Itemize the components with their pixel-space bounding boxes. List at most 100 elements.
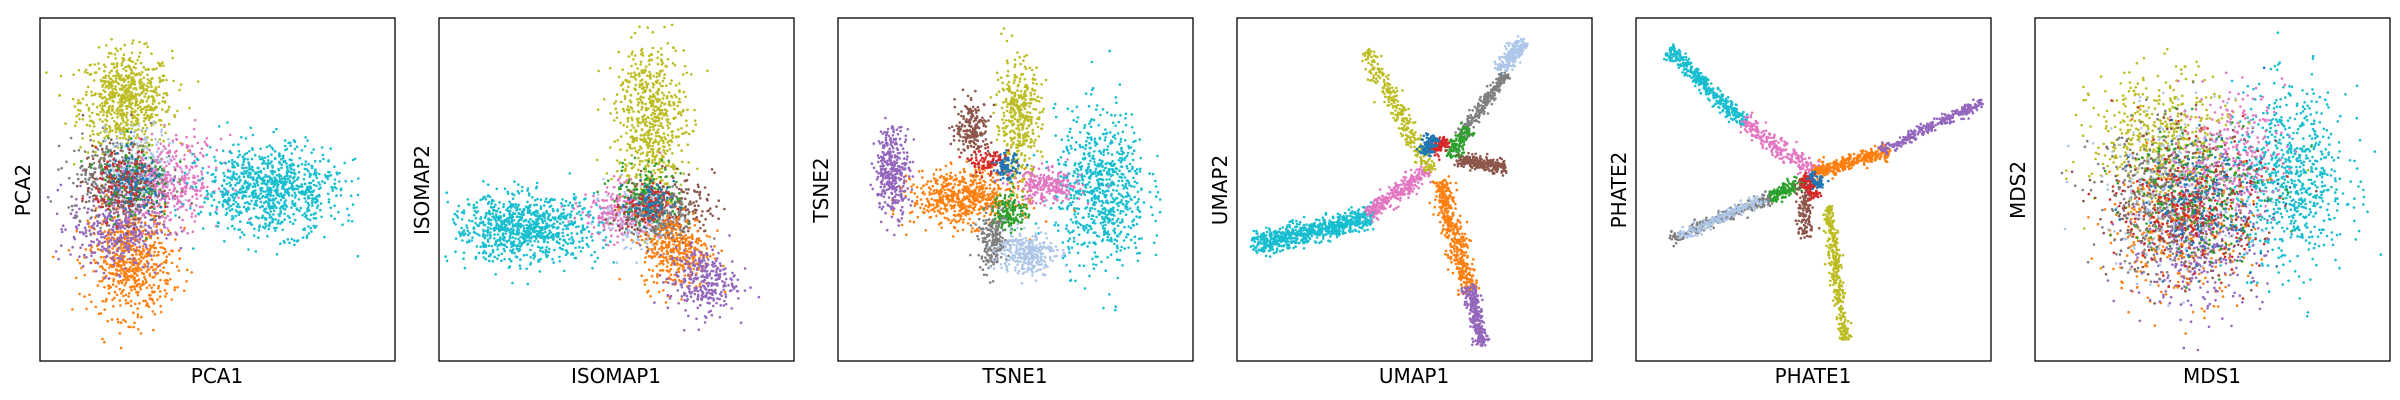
scatter-point	[138, 81, 142, 85]
scatter-point	[110, 272, 113, 276]
scatter-point	[109, 92, 112, 95]
scatter-point	[206, 197, 210, 200]
scatter-point	[150, 192, 154, 195]
scatter-point	[264, 210, 268, 214]
scatter-point	[145, 259, 149, 263]
scatter-point	[561, 234, 565, 238]
scatter-point	[511, 281, 514, 285]
scatter-point	[92, 240, 95, 244]
scatter-point	[590, 235, 593, 239]
scatter-point	[295, 207, 299, 210]
scatter-point	[153, 240, 157, 244]
scatter-point	[289, 166, 292, 170]
scatter-point	[462, 234, 466, 237]
scatter-point	[154, 192, 157, 196]
scatter-point	[290, 152, 294, 155]
scatter-point	[196, 141, 200, 145]
scatter-point	[136, 103, 140, 107]
scatter-point	[141, 176, 145, 180]
scatter-point	[119, 122, 123, 125]
scatter-point	[176, 109, 179, 113]
scatter-point	[166, 227, 169, 230]
scatter-point	[244, 171, 248, 175]
scatter-point	[72, 163, 76, 166]
scatter-point	[123, 284, 127, 287]
scatter-point	[181, 218, 184, 222]
scatter-point	[108, 185, 111, 188]
scatter-point	[311, 190, 315, 193]
scatter-point	[109, 286, 113, 289]
scatter-point	[84, 177, 87, 181]
scatter-point	[139, 140, 143, 143]
scatter-point	[264, 224, 268, 228]
scatter-point	[118, 240, 121, 243]
scatter-point	[200, 147, 204, 150]
scatter-point	[588, 210, 591, 213]
scatter-point	[587, 230, 591, 233]
scatter-point	[248, 173, 252, 176]
scatter-point	[291, 200, 294, 203]
scatter-point	[548, 224, 551, 227]
scatter-point	[495, 187, 499, 191]
scatter-point	[133, 131, 136, 134]
scatter-point	[107, 150, 110, 154]
scatter-point	[114, 85, 117, 88]
scatter-point	[130, 78, 133, 82]
scatter-point	[154, 105, 157, 109]
scatter-point	[252, 196, 255, 199]
scatter-point	[119, 105, 122, 109]
scatter-point	[468, 231, 471, 235]
scatter-point	[259, 187, 262, 190]
scatter-point	[518, 241, 521, 245]
scatter-point	[190, 212, 194, 215]
scatter-point	[119, 233, 122, 237]
scatter-point	[78, 207, 81, 211]
scatter-point	[465, 226, 469, 230]
scatter-point	[551, 207, 555, 211]
scatter-point	[120, 146, 123, 149]
scatter-point	[157, 102, 161, 105]
scatter-point	[81, 137, 84, 140]
scatter-point	[81, 180, 84, 184]
scatter-point	[561, 198, 564, 201]
scatter-point	[492, 228, 496, 232]
scatter-point	[122, 67, 125, 71]
scatter-point	[138, 237, 142, 240]
scatter-point	[229, 204, 233, 208]
scatter-point	[119, 47, 123, 51]
scatter-point	[309, 213, 313, 217]
scatter-point	[170, 298, 173, 301]
scatter-point	[192, 247, 195, 250]
scatter-point	[283, 212, 286, 216]
scatter-point	[134, 62, 137, 65]
scatter-point	[130, 161, 134, 165]
scatter-point	[110, 62, 114, 66]
scatter-point	[115, 91, 119, 95]
scatter-point	[104, 255, 108, 259]
scatter-point	[272, 130, 276, 134]
scatter-point	[118, 182, 122, 185]
scatter-point	[114, 130, 118, 134]
scatter-point	[136, 307, 139, 310]
scatter-point	[102, 63, 106, 66]
scatter-point	[106, 111, 109, 114]
scatter-point	[178, 88, 181, 92]
scatter-point	[222, 193, 225, 197]
scatter-point	[120, 88, 124, 91]
scatter-point	[252, 176, 255, 179]
scatter-point	[510, 240, 513, 244]
scatter-point	[116, 318, 119, 321]
scatter-point	[86, 189, 90, 192]
scatter-point	[139, 174, 143, 177]
scatter-point	[484, 251, 488, 255]
scatter-point	[266, 234, 269, 238]
scatter-point	[511, 236, 515, 239]
scatter-point	[311, 165, 314, 168]
scatter-point	[273, 157, 277, 161]
scatter-point	[111, 116, 114, 120]
scatter-point	[296, 176, 300, 179]
scatter-point	[287, 191, 290, 195]
scatter-point	[163, 212, 166, 216]
scatter-point	[129, 59, 132, 63]
scatter-point	[123, 255, 126, 258]
